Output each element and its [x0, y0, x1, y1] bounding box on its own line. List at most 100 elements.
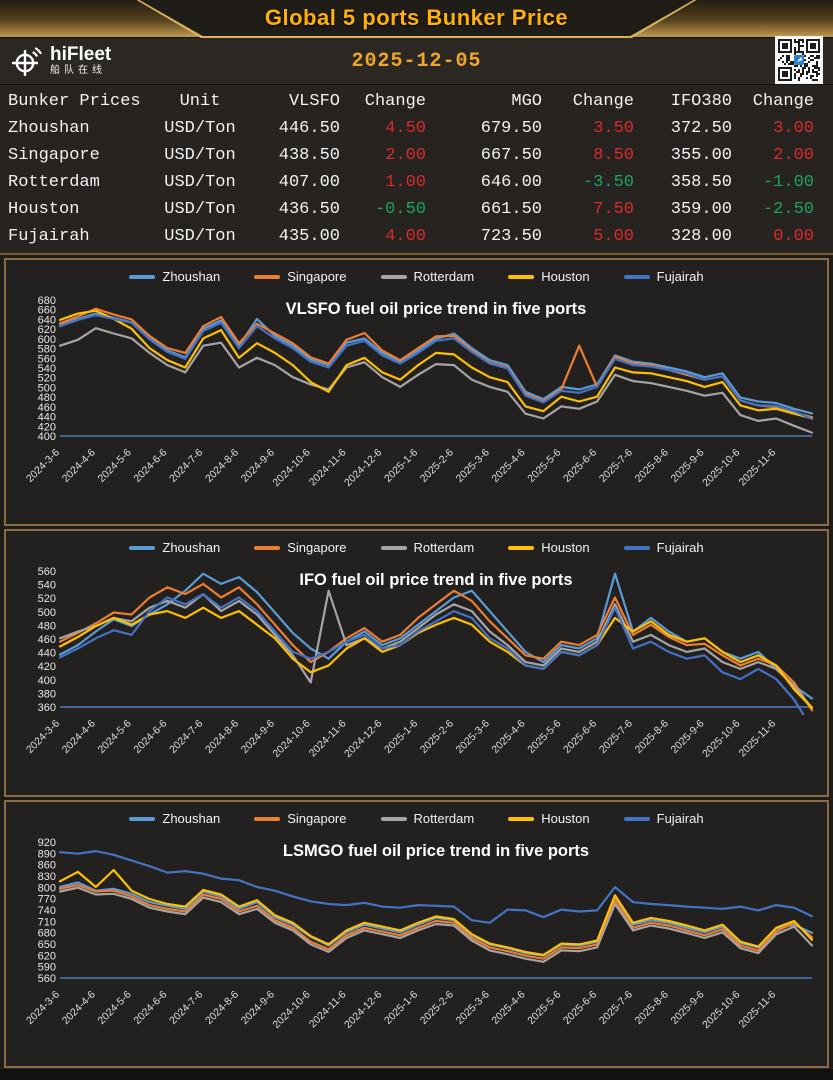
x-axis-tick-label: 2025-2-6 — [418, 447, 456, 485]
series-line-rotterdam — [58, 589, 814, 710]
x-axis-tick-label: 2024-3-6 — [24, 447, 62, 485]
y-axis-tick-label: 480 — [38, 392, 56, 404]
x-axis-tick-label: 2025-7-6 — [597, 447, 635, 485]
legend-swatch — [129, 274, 156, 279]
legend-item-houston: Houston — [508, 811, 590, 826]
ifo380-change-cell: 0.00 — [773, 227, 814, 246]
info-bar: hiFleet 船队在线 2025-12-05 — [0, 36, 833, 85]
series-line-singapore — [58, 582, 814, 712]
series-line-singapore — [58, 307, 814, 419]
legend-swatch — [129, 545, 156, 550]
x-axis-tick-label: 2024-8-6 — [203, 447, 241, 485]
ifo380-price-cell: 358.50 — [670, 173, 732, 192]
x-axis-tick-label: 2024-10-6 — [270, 718, 312, 760]
ifo380-price-cell: 328.00 — [670, 227, 732, 246]
vlsfo-change-cell: 4.50 — [385, 119, 426, 138]
legend-item-fujairah: Fujairah — [623, 811, 704, 826]
mgo-price-cell: 667.50 — [480, 146, 542, 165]
x-axis-tick-label: 2025-6-6 — [561, 718, 599, 756]
legend-label: Zhoushan — [162, 540, 221, 555]
mgo-change-cell: 5.00 — [593, 227, 634, 246]
x-axis-tick-label: 2024-8-6 — [203, 989, 241, 1027]
port-name-cell: Houston — [8, 200, 80, 219]
x-axis-tick-label: 2025-1-6 — [382, 447, 420, 485]
x-axis-tick-label: 2025-10-6 — [700, 989, 742, 1031]
x-axis-tick-label: 2025-10-6 — [700, 447, 742, 489]
y-axis-tick-label: 440 — [38, 412, 56, 424]
unit-cell: USD/Ton — [164, 119, 236, 138]
y-axis-tick-label: 590 — [38, 962, 56, 974]
legend-item-houston: Houston — [508, 540, 590, 555]
series-line-zhoushan — [58, 572, 814, 700]
legend-item-zhoushan: Zhoushan — [129, 540, 220, 555]
legend-swatch — [380, 545, 407, 550]
legend-item-fujairah: Fujairah — [623, 540, 704, 555]
vlsfo-price-cell: 438.50 — [278, 146, 340, 165]
legend-item-rotterdam: Rotterdam — [380, 540, 474, 555]
mgo-price-cell: 661.50 — [480, 200, 542, 219]
legend-swatch — [380, 816, 407, 821]
x-axis-tick-label: 2024-12-6 — [342, 447, 384, 489]
table-header-cell: Bunker Prices — [8, 92, 141, 111]
x-axis-tick-label: 2024-10-6 — [270, 447, 312, 489]
x-axis-tick-label: 2025-3-6 — [454, 989, 492, 1027]
report-date: 2025-12-05 — [351, 49, 482, 73]
qr-code — [775, 36, 823, 84]
x-axis-tick-label: 2024-5-6 — [96, 718, 134, 756]
x-axis-tick-label: 2025-4-6 — [489, 989, 527, 1027]
chart-title: LSMGO fuel oil price trend in five ports — [283, 842, 589, 860]
y-axis-tick-label: 620 — [38, 324, 56, 336]
x-axis-tick-label: 2025-6-6 — [561, 989, 599, 1027]
x-axis-tick-label: 2025-8-6 — [633, 718, 671, 756]
legend-item-rotterdam: Rotterdam — [380, 811, 474, 826]
series-line-houston — [58, 868, 814, 957]
ifo380-change-cell: -1.00 — [762, 173, 814, 192]
x-axis-tick-label: 2025-11-6 — [737, 447, 779, 489]
y-axis-tick-label: 420 — [38, 661, 56, 673]
x-axis-tick-label: 2024-10-6 — [270, 989, 312, 1031]
chart-legend: Zhoushan Singapore Rotterdam Houston Fujaira… — [6, 802, 827, 828]
table-header-cell: VLSFO — [288, 92, 340, 111]
vlsfo-change-cell: -0.50 — [374, 200, 426, 219]
unit-cell: USD/Ton — [164, 227, 236, 246]
x-axis-tick-label: 2024-6-6 — [131, 718, 169, 756]
unit-cell: USD/Ton — [164, 173, 236, 192]
vlsfo-price-cell: 435.00 — [278, 227, 340, 246]
header-banner: Global 5 ports Bunker Price — [0, 0, 833, 38]
y-axis-tick-label: 560 — [38, 973, 56, 985]
series-line-zhoushan — [58, 881, 814, 957]
series-line-houston — [58, 606, 814, 709]
mgo-change-cell: 3.50 — [593, 119, 634, 138]
legend-item-rotterdam: Rotterdam — [380, 269, 474, 284]
series-line-rotterdam — [58, 327, 814, 434]
legend-item-zhoushan: Zhoushan — [129, 269, 220, 284]
y-axis-tick-label: 770 — [38, 894, 56, 906]
y-axis-tick-label: 680 — [38, 928, 56, 940]
legend-item-singapore: Singapore — [254, 540, 347, 555]
x-axis-tick-label: 2024-12-6 — [342, 989, 384, 1031]
legend-item-singapore: Singapore — [254, 269, 347, 284]
x-axis-tick-label: 2024-4-6 — [60, 718, 98, 756]
y-axis-tick-label: 460 — [38, 634, 56, 646]
legend-label: Zhoushan — [162, 269, 221, 284]
legend-swatch — [623, 545, 650, 550]
ifo380-change-cell: 2.00 — [773, 146, 814, 165]
vlsfo-change-cell: 1.00 — [385, 173, 426, 192]
x-axis-tick-label: 2025-11-6 — [737, 718, 779, 760]
x-axis-tick-label: 2025-3-6 — [454, 718, 492, 756]
ifo-chart-panel: Zhoushan Singapore Rotterdam Houston Fujaira… — [4, 529, 829, 797]
x-axis-tick-label: 2024-4-6 — [60, 989, 98, 1027]
legend-swatch — [254, 545, 281, 550]
brand-subtitle: 船队在线 — [50, 65, 106, 76]
mgo-price-cell: 646.00 — [480, 173, 542, 192]
legend-label: Zhoushan — [162, 811, 221, 826]
legend-label: Singapore — [287, 811, 347, 826]
y-axis-tick-label: 680 — [38, 295, 56, 307]
y-axis-tick-label: 380 — [38, 688, 56, 700]
x-axis-tick-label: 2024-6-6 — [131, 989, 169, 1027]
y-axis-tick-label: 500 — [38, 607, 56, 619]
y-axis-tick-label: 580 — [38, 344, 56, 356]
x-axis-tick-label: 2025-5-6 — [525, 447, 563, 485]
chart-legend: Zhoushan Singapore Rotterdam Houston Fujaira… — [6, 260, 827, 286]
legend-swatch — [254, 816, 281, 821]
